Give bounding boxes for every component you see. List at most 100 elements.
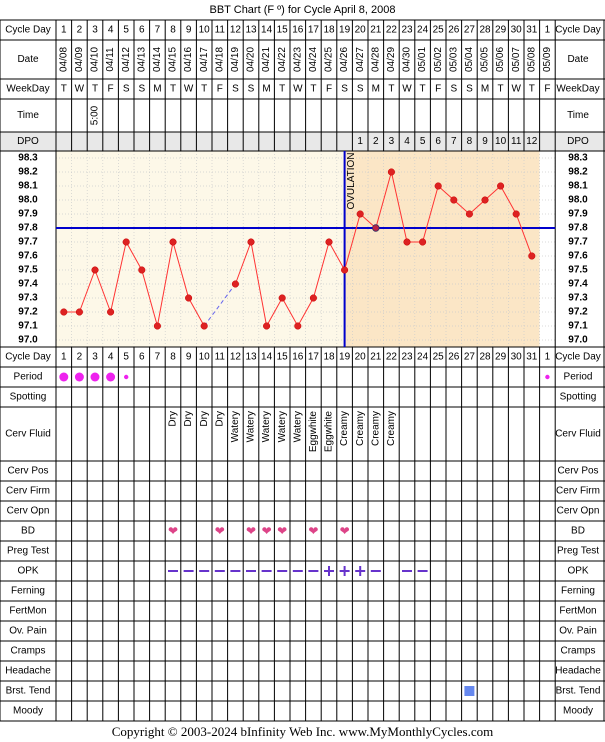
date-cell: 04/24 xyxy=(308,47,319,72)
temperature-point xyxy=(372,224,380,232)
weekday-cell: T xyxy=(498,84,504,95)
weekday-cell: S xyxy=(466,84,473,95)
row-label-weekday: WeekDay xyxy=(6,84,49,95)
weekday-cell: T xyxy=(420,84,426,95)
weekday-cell: S xyxy=(232,84,239,95)
row-label-right-moody: Moody xyxy=(563,706,593,717)
date-cell: 04/14 xyxy=(152,47,163,72)
row-label-right-date: Date xyxy=(567,54,589,65)
weekday-cell: S xyxy=(450,84,457,95)
row-label-moody: Moody xyxy=(13,706,43,717)
cycle-day-number: 14 xyxy=(261,25,273,36)
period-dot xyxy=(74,372,84,382)
cerv-fluid-cell: Dry xyxy=(199,411,210,427)
row-label-bd: BD xyxy=(21,526,35,537)
period-dot xyxy=(59,372,69,382)
cycle-day-number: 1 xyxy=(545,352,551,363)
temperature-point xyxy=(419,238,427,246)
temperature-point xyxy=(122,238,130,246)
row-label-cycle_day: Cycle Day xyxy=(5,25,51,36)
y-tick-label-left: 97.9 xyxy=(18,209,38,220)
cerv-fluid-cell: Watery xyxy=(261,411,272,442)
date-cell: 04/12 xyxy=(121,47,132,72)
row-label-ov_pain: Ov. Pain xyxy=(9,626,47,637)
temperature-point xyxy=(341,266,349,274)
weekday-cell: T xyxy=(310,84,316,95)
row-label-dpo: DPO xyxy=(17,136,39,147)
row-label-cramps: Cramps xyxy=(10,646,45,657)
temperature-point xyxy=(434,182,442,190)
y-tick-label-left: 97.5 xyxy=(18,265,38,276)
y-tick-label-left: 97.3 xyxy=(18,293,38,304)
date-cell: 04/15 xyxy=(168,47,179,72)
date-cell: 04/20 xyxy=(246,47,257,72)
row-label-time: Time xyxy=(17,110,39,121)
cycle-day-number: 1 xyxy=(545,25,551,36)
cycle-day-number: 9 xyxy=(186,352,192,363)
cycle-day-number: 1 xyxy=(61,352,67,363)
cycle-day-number: 22 xyxy=(386,25,398,36)
row-label-right-ov_pain: Ov. Pain xyxy=(559,626,597,637)
row-label-cerv_opn: Cerv Opn xyxy=(7,506,50,517)
row-label-right-cycle_day: Cycle Day xyxy=(555,352,601,363)
row-label-headache: Headache xyxy=(5,666,51,677)
weekday-cell: W xyxy=(293,84,303,95)
weekday-cell: T xyxy=(529,84,535,95)
weekday-cell: F xyxy=(217,84,223,95)
date-cell: 05/06 xyxy=(495,47,506,72)
date-cell: 04/09 xyxy=(74,47,85,72)
cerv-fluid-cell: Creamy xyxy=(370,411,381,446)
weekday-cell: S xyxy=(357,84,364,95)
weekday-cell: M xyxy=(262,84,270,95)
cycle-day-number: 31 xyxy=(526,25,538,36)
y-tick-label-right: 98.3 xyxy=(568,153,588,164)
row-label-right-fertmon: FertMon xyxy=(559,606,596,617)
row-label-right-cerv_pos: Cerv Pos xyxy=(557,466,598,477)
row-label-preg_test: Preg Test xyxy=(7,546,49,557)
y-tick-label-left: 98.1 xyxy=(18,181,38,192)
row-label-right-brst_tend: Brst. Tend xyxy=(556,686,601,697)
row-label-period: Period xyxy=(14,372,43,383)
date-cell: 05/02 xyxy=(433,47,444,72)
date-cell: 04/26 xyxy=(339,47,350,72)
cycle-day-number: 2 xyxy=(77,352,83,363)
date-cell: 04/13 xyxy=(136,47,147,72)
period-dot xyxy=(124,374,129,380)
bd-heart: ❤ xyxy=(308,524,318,538)
cycle-day-number: 26 xyxy=(448,352,460,363)
cycle-day-number: 13 xyxy=(245,25,257,36)
cycle-day-number: 18 xyxy=(323,352,335,363)
weekday-cell: F xyxy=(544,84,550,95)
dpo-cell: 9 xyxy=(482,136,488,147)
cycle-day-number: 11 xyxy=(215,352,226,363)
cycle-day-number: 2 xyxy=(77,25,83,36)
row-label-right-headache: Headache xyxy=(555,666,601,677)
row-label-date: Date xyxy=(17,54,39,65)
row-label-spotting: Spotting xyxy=(10,392,47,403)
temperature-point xyxy=(231,280,239,288)
cycle-day-number: 27 xyxy=(464,352,476,363)
cycle-day-number: 3 xyxy=(92,352,98,363)
dpo-cell: 7 xyxy=(451,136,457,147)
cycle-day-number: 17 xyxy=(308,352,320,363)
row-label-right-period: Period xyxy=(564,372,593,383)
temperature-point xyxy=(309,294,317,302)
temperature-line xyxy=(63,240,205,327)
next-cycle-area xyxy=(539,151,556,347)
cycle-day-number: 18 xyxy=(323,25,335,36)
weekday-cell: S xyxy=(248,84,255,95)
cycle-day-number: 28 xyxy=(479,25,491,36)
date-cell: 05/03 xyxy=(448,47,459,72)
cycle-day-number: 29 xyxy=(495,25,507,36)
date-cell: 05/08 xyxy=(526,47,537,72)
y-tick-label-right: 97.9 xyxy=(568,209,588,220)
temperature-point xyxy=(263,322,271,330)
y-tick-label-right: 97.1 xyxy=(568,321,588,332)
temperature-point xyxy=(294,322,302,330)
date-cell: 04/19 xyxy=(230,47,241,72)
date-cell: 05/07 xyxy=(511,47,522,72)
date-cell: 05/05 xyxy=(480,47,491,72)
weekday-cell: T xyxy=(388,84,394,95)
post-ovulation-area xyxy=(344,151,540,347)
cycle-day-number: 22 xyxy=(386,352,398,363)
